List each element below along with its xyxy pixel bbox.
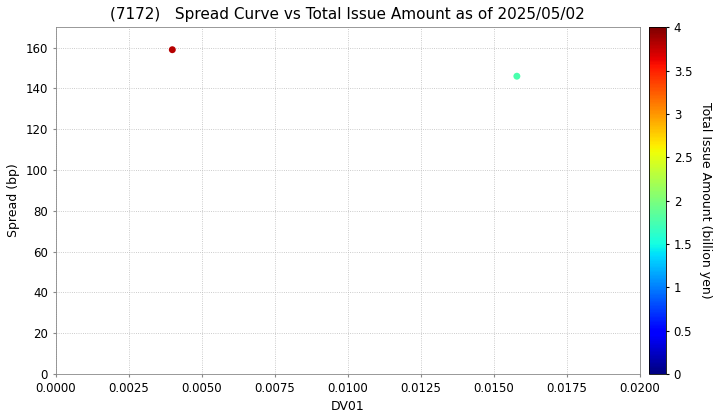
Y-axis label: Total Issue Amount (billion yen): Total Issue Amount (billion yen) — [699, 102, 712, 299]
Title: (7172)   Spread Curve vs Total Issue Amount as of 2025/05/02: (7172) Spread Curve vs Total Issue Amoun… — [110, 7, 585, 22]
Point — [166, 46, 178, 53]
Y-axis label: Spread (bp): Spread (bp) — [7, 164, 20, 237]
X-axis label: DV01: DV01 — [330, 400, 364, 413]
Point — [511, 73, 523, 79]
